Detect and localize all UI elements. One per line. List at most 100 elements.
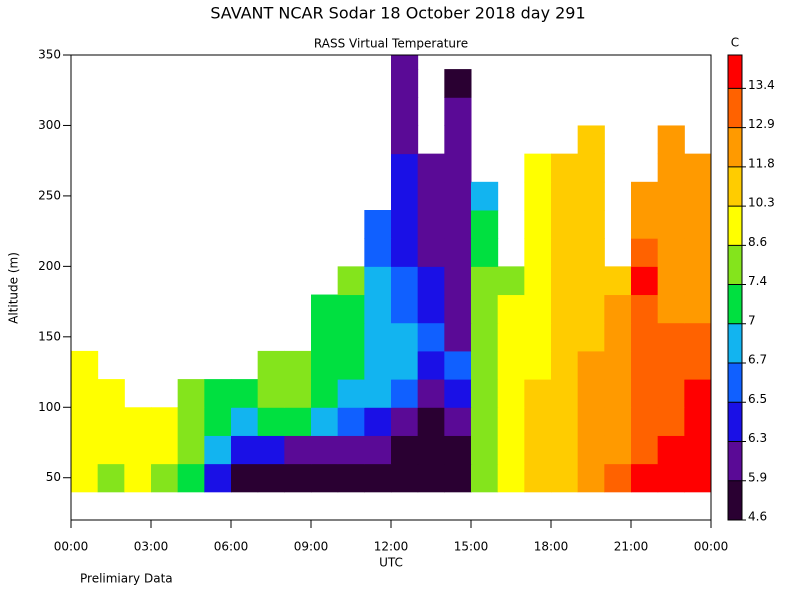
cell [551, 435, 579, 465]
cell [97, 463, 125, 493]
cell [417, 238, 445, 267]
cell [284, 463, 312, 493]
cell [231, 379, 259, 408]
cell [631, 266, 659, 296]
cell [497, 322, 525, 352]
cell [444, 153, 472, 183]
cell [684, 435, 711, 465]
cell [391, 69, 419, 98]
cell [284, 379, 312, 408]
colorbar-label: 13.4 [748, 78, 775, 92]
cell [364, 266, 392, 296]
cell [177, 435, 205, 465]
cell [311, 463, 339, 493]
cell [151, 407, 179, 436]
cell [524, 153, 552, 183]
cell [444, 125, 472, 155]
y-tick-label: 150 [38, 329, 61, 343]
y-tick-label: 100 [38, 400, 61, 414]
cell [364, 238, 392, 267]
cell [471, 463, 499, 493]
cell [391, 55, 419, 70]
colorbar-segment [728, 363, 742, 403]
x-tick-label: 00:00 [54, 540, 89, 554]
cell [71, 407, 99, 436]
colorbar-frame [727, 54, 743, 521]
cell [524, 266, 552, 296]
cell [551, 266, 579, 296]
cell [577, 210, 605, 239]
cell [444, 463, 472, 493]
cell [524, 407, 552, 436]
cell [577, 435, 605, 465]
cell [391, 350, 419, 380]
cell [684, 181, 711, 211]
cell [231, 463, 259, 493]
cell [417, 379, 445, 408]
cell [417, 266, 445, 296]
cell [391, 266, 419, 296]
cell [337, 435, 365, 465]
cell [97, 435, 125, 465]
cell [497, 350, 525, 380]
cell [684, 379, 711, 408]
cell [391, 322, 419, 352]
cell [577, 266, 605, 296]
cell [471, 350, 499, 380]
cell [391, 435, 419, 465]
colorbar-label: 10.3 [748, 196, 775, 210]
colorbar-segment [728, 480, 742, 520]
cell [524, 181, 552, 211]
x-tick-label: 09:00 [294, 540, 329, 554]
cell [657, 407, 685, 436]
y-tick-label: 350 [38, 48, 61, 62]
cell [577, 153, 605, 183]
x-tick-label: 12:00 [374, 540, 409, 554]
colorbar-segment [728, 284, 742, 324]
cell [471, 435, 499, 465]
cell [391, 181, 419, 211]
cell [71, 435, 99, 465]
cell [631, 463, 659, 493]
cell [604, 463, 632, 493]
cell [631, 294, 659, 324]
cell [391, 463, 419, 493]
cell [657, 181, 685, 211]
cell [684, 322, 711, 352]
x-tick-label: 15:00 [454, 540, 489, 554]
cell [604, 379, 632, 408]
cell [364, 407, 392, 436]
y-tick-label: 50 [46, 470, 61, 484]
x-tick-label: 03:00 [134, 540, 169, 554]
cell [524, 435, 552, 465]
cell [604, 322, 632, 352]
cell [177, 407, 205, 436]
cell [497, 379, 525, 408]
cell [684, 153, 711, 183]
cell [417, 435, 445, 465]
cell [471, 407, 499, 436]
cell [391, 294, 419, 324]
colorbar-segment [728, 441, 742, 481]
chart-subtitle: RASS Virtual Temperature [314, 37, 468, 51]
cell [124, 463, 152, 493]
cell [657, 463, 685, 493]
cell [551, 350, 579, 380]
cell [204, 435, 232, 465]
cell [471, 210, 499, 239]
cell [444, 350, 472, 380]
cell [524, 350, 552, 380]
cell [204, 463, 232, 493]
cell [444, 435, 472, 465]
cell [257, 379, 285, 408]
cell [577, 294, 605, 324]
cell [71, 379, 99, 408]
cell [71, 463, 99, 493]
cell [444, 266, 472, 296]
cell [391, 407, 419, 436]
cell [311, 379, 339, 408]
cell [684, 407, 711, 436]
cell [257, 407, 285, 436]
colorbar-segment [728, 245, 742, 285]
